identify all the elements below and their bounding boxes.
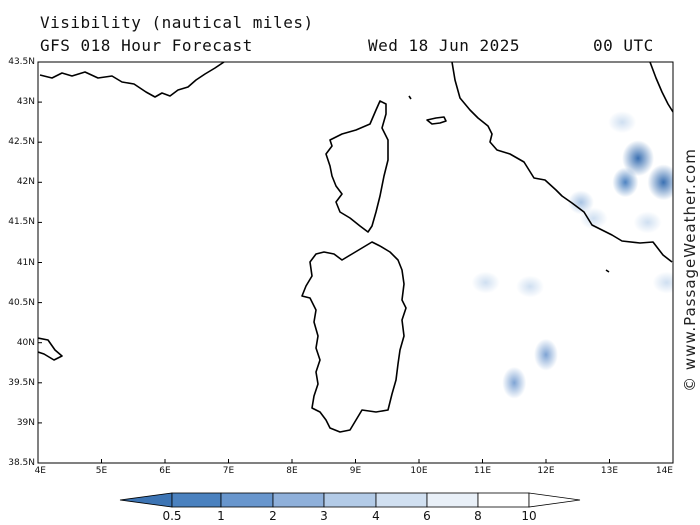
- france-coast: [39, 62, 225, 98]
- axis-ticks: [37, 61, 674, 464]
- colorbar-cell: [528, 492, 581, 508]
- latitude-label: 40.5N: [8, 297, 35, 308]
- colorbar-cell: [323, 492, 377, 508]
- longitude-label: 8E: [286, 466, 298, 476]
- ponza-islets: [408, 95, 610, 273]
- colorbar-cell: [426, 492, 479, 508]
- latitude-label: 41.5N: [8, 217, 35, 228]
- forecast-subtitle: GFS 018 Hour Forecast: [40, 36, 253, 55]
- colorbar-label: 10: [521, 509, 537, 523]
- latitude-label: 42.5N: [8, 137, 35, 148]
- africa-coast: [38, 337, 63, 361]
- colorbar-cell: [220, 492, 274, 508]
- low-visibility-area: [579, 207, 608, 230]
- longitude-label: 5E: [95, 466, 108, 476]
- latitude-label: 41N: [16, 257, 35, 268]
- latitude-label: 40N: [16, 337, 35, 348]
- elba-island: [426, 116, 447, 125]
- colorbar-label: 6: [423, 509, 431, 523]
- colorbar-cell: [119, 492, 173, 508]
- colorbar-label: 1: [217, 509, 225, 523]
- colorbar-label: 2: [269, 509, 277, 523]
- low-visibility-area: [608, 111, 637, 134]
- italy-east-coast: [649, 62, 673, 113]
- longitude-label: 13E: [600, 466, 619, 476]
- low-visibility-area: [647, 164, 673, 201]
- latitude-label: 43N: [16, 97, 35, 108]
- longitude-label: 4E: [34, 466, 46, 476]
- low-visibility-area: [471, 271, 500, 294]
- coastlines: [38, 62, 673, 433]
- latitude-label: 43.5N: [8, 57, 35, 67]
- colorbar: [119, 492, 581, 508]
- watermark: © www.PassageWeather.com: [681, 148, 699, 392]
- longitude-label: 12E: [537, 466, 555, 476]
- colorbar-label: 3: [320, 509, 328, 523]
- low-visibility-area: [534, 338, 558, 371]
- low-visibility-area: [567, 190, 594, 215]
- map-frame: [37, 61, 674, 464]
- longitude-label: 9E: [349, 466, 362, 476]
- sardinia: [301, 241, 407, 433]
- latitude-label: 39N: [16, 417, 35, 428]
- low-visibility-area: [502, 366, 527, 399]
- forecast-time: 00 UTC: [593, 36, 654, 55]
- longitude-label: 14E: [655, 466, 673, 476]
- latitude-label: 42N: [16, 177, 35, 188]
- colorbar-cell: [477, 492, 530, 508]
- longitude-label: 7E: [222, 466, 235, 476]
- longitude-label: 6E: [159, 466, 171, 476]
- longitude-label: 10E: [410, 466, 428, 476]
- colorbar-label: 8: [474, 509, 482, 523]
- colorbar-label: 4: [372, 509, 380, 523]
- low-visibility-area: [622, 140, 655, 177]
- forecast-date: Wed 18 Jun 2025: [368, 36, 520, 55]
- italy-coast: [451, 62, 673, 263]
- latitude-label: 38.5N: [8, 458, 35, 468]
- low-visibility-area: [652, 271, 673, 294]
- colorbar-cell: [375, 492, 428, 508]
- latitude-label: 39.5N: [8, 377, 35, 388]
- colorbar-cell: [171, 492, 222, 508]
- longitude-label: 11E: [473, 466, 492, 476]
- low-visibility-area: [516, 275, 545, 298]
- low-visibility-areas: [471, 111, 673, 399]
- colorbar-label: 0.5: [162, 509, 182, 523]
- colorbar-cell: [272, 492, 325, 508]
- low-visibility-area: [633, 211, 662, 234]
- corsica: [325, 100, 389, 233]
- map-title: Visibility (nautical miles): [40, 13, 314, 32]
